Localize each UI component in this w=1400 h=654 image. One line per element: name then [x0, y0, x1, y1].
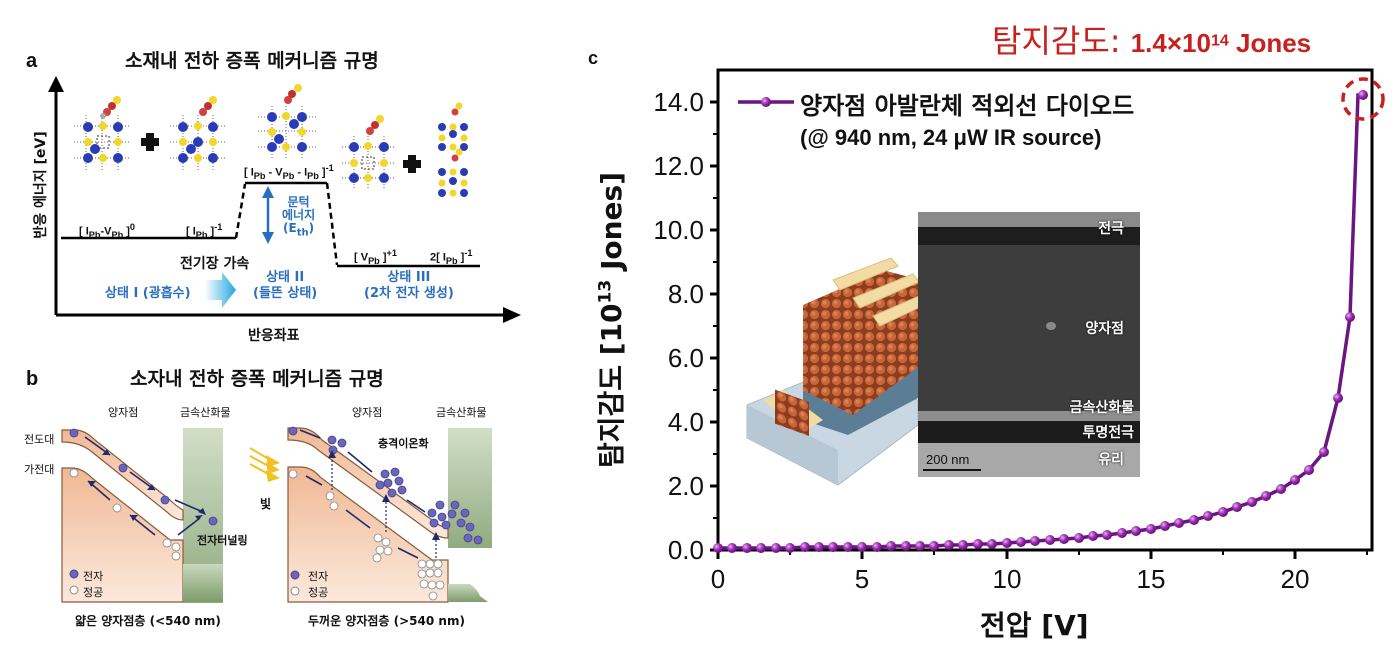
legend: 양자점 아발란체 적외선 다이오드 (@ 940 nm, 24 μW IR so… — [800, 86, 1134, 151]
data-points — [713, 90, 1368, 553]
panel-a: a 소재내 전하 증폭 메커니즘 규명 — [0, 0, 560, 360]
field-acceleration-label: 전기장 가속 — [180, 256, 250, 272]
right-metal-oxide-label: 금속산화물 — [436, 406, 487, 419]
y-axis-label-reaction-energy: 반응 에너지 [eV] — [33, 131, 49, 239]
tunneling-label: 전자터널링 — [197, 534, 248, 547]
species-label-1: [ IPb-VPb ]0 — [79, 222, 136, 240]
y-tick-label: 2.0 — [667, 471, 704, 501]
panel-a-title: 소재내 전하 증폭 메커니즘 규명 — [125, 50, 379, 72]
tem-label-transparent-electrode: 투명전극 — [1082, 425, 1134, 441]
species-label-4: [ VPb ]+1 — [354, 248, 397, 266]
state-3-label: 상태 III (2차 전자 생성) — [364, 270, 454, 301]
lattice-1 — [74, 96, 130, 170]
band-diagram — [61, 426, 492, 603]
detectivity-plot — [710, 68, 1385, 559]
energy-diagram — [48, 76, 521, 323]
right-qd-label: 양자점 — [352, 406, 383, 419]
lattice-4 — [342, 115, 396, 190]
y-tick-label: 0.0 — [667, 535, 704, 565]
valence-band-label: 가전대 — [24, 463, 55, 476]
panel-b-title: 소자내 전하 증폭 메커니즘 규명 — [130, 368, 384, 390]
y-axis-title: 탐지감도 [1013 Jones] — [595, 171, 628, 469]
panel-c: c 탐지감도: 1.4×1014 Jones — [560, 0, 1400, 654]
x-tick-label: 20 — [1280, 564, 1310, 594]
state-1-label: 상태 I (광흡수) — [105, 286, 191, 301]
left-legend-electron: 전자 — [83, 570, 104, 583]
light-label: 빛 — [260, 497, 272, 511]
left-legend-hole: 정공 — [83, 586, 104, 599]
tem-label-electrode: 전극 — [1098, 221, 1124, 237]
x-axis-title: 전압 [V] — [980, 609, 1089, 642]
lattice-5 — [438, 102, 468, 197]
tem-label-quantum-dot: 양자점 — [1085, 321, 1124, 337]
conduction-band-label: 전도대 — [24, 433, 55, 446]
detectivity-headline: 탐지감도: 1.4×1014 Jones — [992, 16, 1311, 62]
device-schematic — [746, 257, 932, 486]
legend-line-2: (@ 940 nm, 24 μW IR source) — [800, 125, 1102, 150]
headline-value: 1.4×10 — [1130, 28, 1211, 58]
scale-bar — [923, 469, 981, 471]
y-tick-label: 6.0 — [667, 343, 704, 373]
lattice-2 — [170, 96, 226, 170]
right-legend-electron: 전자 — [308, 570, 329, 583]
panel-b: b 소자내 전하 증폭 메커니즘 규명 — [0, 360, 560, 654]
panel-a-letter: a — [26, 50, 38, 72]
x-axis-label-reaction-coordinate: 반응좌표 — [248, 328, 300, 344]
y-tick-label: 12.0 — [653, 151, 704, 181]
inset: 전극 양자점 금속산화물 투명전극 유리 200 nm — [743, 210, 1140, 490]
species-label-5: 2[ IPb ]-1 — [430, 248, 473, 266]
species-label-3: [ IPb - VPb - IPb ]-1 — [244, 163, 334, 181]
scale-bar-label: 200 nm — [926, 452, 970, 467]
headline-exponent: 14 — [1210, 32, 1229, 50]
left-qd-label: 양자점 — [108, 406, 139, 419]
x-tick-label: 10 — [992, 564, 1022, 594]
species-label-2: [ IPb ]-1 — [186, 222, 223, 240]
left-metal-oxide-label: 금속산화물 — [180, 406, 231, 419]
panel-c-letter: c — [588, 48, 599, 68]
legend-line-1: 양자점 아발란체 적외선 다이오드 — [800, 92, 1135, 120]
max-highlight-circle — [1341, 77, 1385, 121]
lattice-3 — [258, 84, 316, 158]
left-caption: 얇은 양자점층 (<540 nm) — [75, 614, 221, 628]
x-tick-label: 5 — [854, 564, 870, 594]
right-caption: 두꺼운 양자점층 (>540 nm) — [308, 614, 465, 628]
headline-prefix: 탐지감도: — [992, 22, 1131, 60]
tem-label-metal-oxide: 금속산화물 — [1069, 400, 1134, 416]
y-tick-label: 14.0 — [653, 87, 704, 117]
headline-unit: Jones — [1228, 28, 1312, 58]
barrier-label: 문턱 에너지 (Eth) — [282, 195, 316, 239]
x-tick-label: 0 — [710, 564, 726, 594]
y-tick-label: 10.0 — [653, 215, 704, 245]
tem-image: 전극 양자점 금속산화물 투명전극 유리 200 nm — [918, 212, 1140, 477]
right-legend-hole: 정공 — [308, 586, 329, 599]
tem-label-glass: 유리 — [1098, 452, 1124, 468]
panel-b-letter: b — [26, 368, 39, 390]
state-2-label: 상태 II (들뜬 상태) — [253, 270, 318, 301]
y-tick-label: 8.0 — [667, 279, 704, 309]
impact-ionization-label: 충격이온화 — [378, 437, 429, 450]
y-tick-label: 4.0 — [667, 407, 704, 437]
x-tick-label: 15 — [1136, 564, 1166, 594]
